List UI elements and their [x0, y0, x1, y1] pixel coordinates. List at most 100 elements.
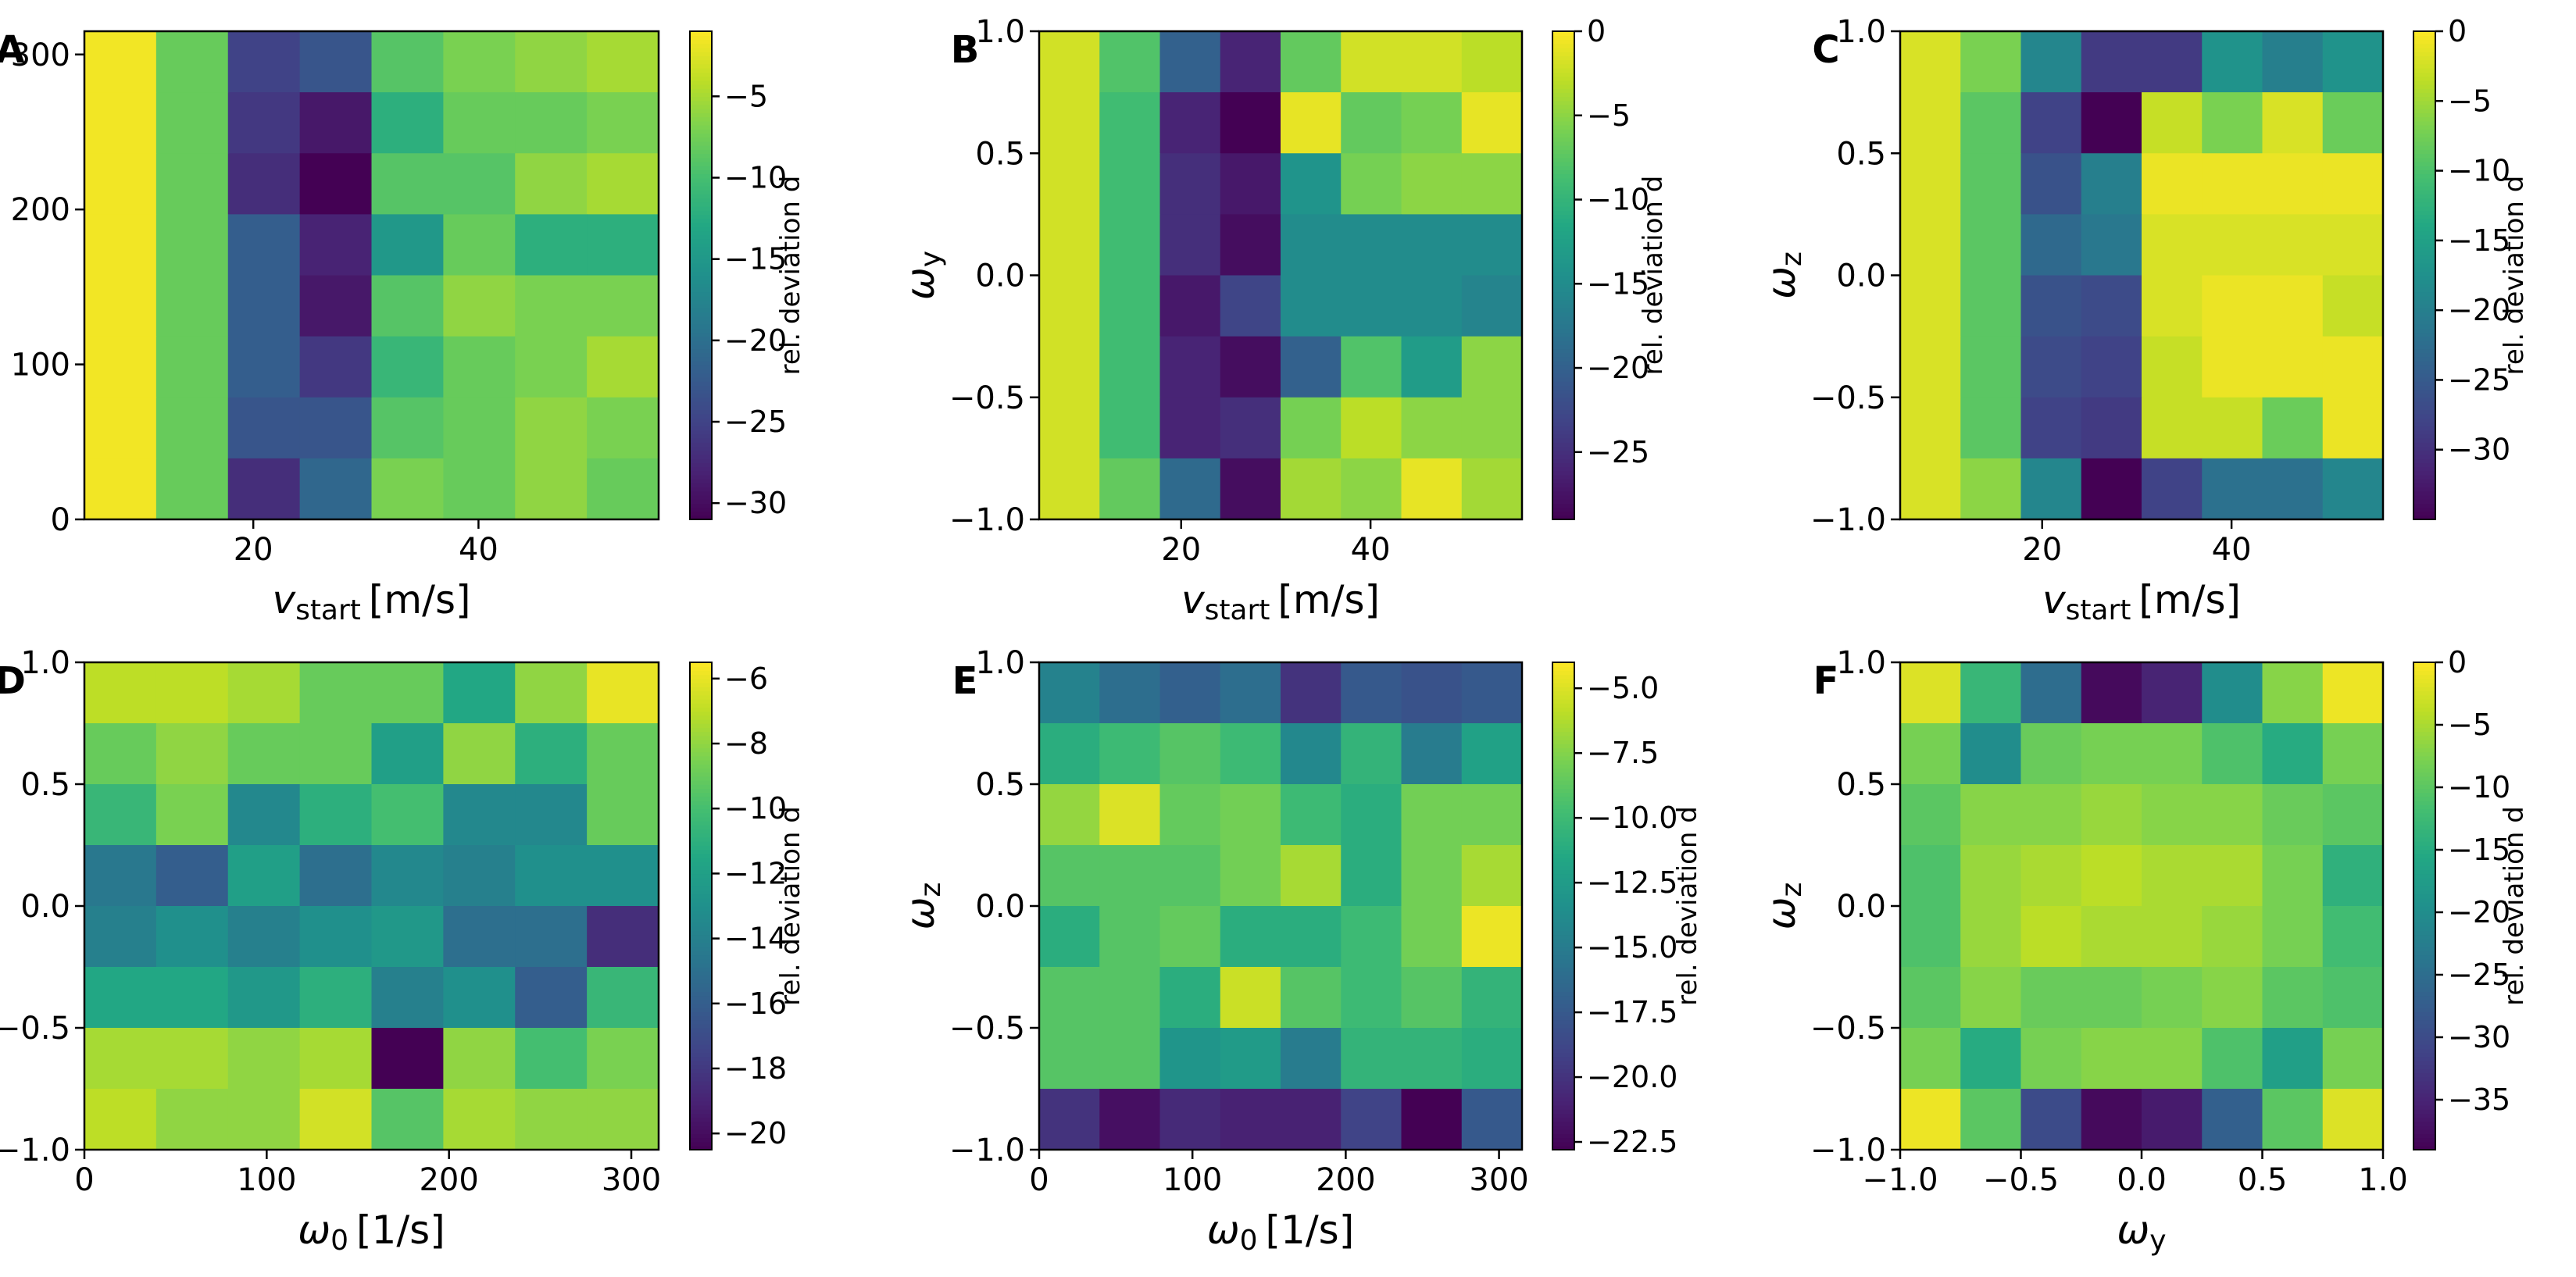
colorbar-step [2413, 670, 2435, 676]
colorbar-step [1552, 958, 1574, 964]
colorbar-step [2413, 259, 2435, 264]
heatmap-cell [2322, 92, 2384, 154]
heatmap-cell [155, 1089, 229, 1150]
colorbar-step [2413, 922, 2435, 927]
heatmap-cell [2262, 92, 2324, 154]
heatmap-cell [2020, 336, 2082, 398]
x-tick-label: 1.0 [2358, 1162, 2408, 1198]
colorbar-step [1552, 55, 1574, 61]
heatmap-cell [1220, 662, 1281, 724]
colorbar-tick-label: −30 [724, 486, 787, 520]
heatmap-cell [1341, 1089, 1402, 1150]
colorbar-step [1552, 1072, 1574, 1078]
heatmap-cell [1461, 397, 1523, 459]
colorbar-frame [1552, 662, 1575, 1150]
heatmap-cell [1099, 906, 1161, 968]
heatmap-cell [515, 336, 588, 398]
heatmap-cell [515, 92, 588, 154]
colorbar-step [1552, 764, 1574, 769]
colorbar-step [1552, 96, 1574, 102]
y-tick-label: 0.5 [1836, 767, 1886, 803]
colorbar-step [2413, 1093, 2435, 1098]
x-tick-label: 20 [1161, 532, 1201, 568]
heatmap-cell [2322, 967, 2384, 1029]
colorbar-step [2413, 1064, 2435, 1069]
colorbar-step [2413, 380, 2435, 386]
heatmap-cell [1159, 845, 1221, 907]
colorbar-step [2413, 942, 2435, 947]
colorbar-step [1552, 934, 1574, 940]
heatmap-cell [1159, 92, 1221, 154]
colorbar-step [690, 804, 712, 809]
colorbar-step [1552, 926, 1574, 931]
colorbar: −5.0 −7.5 −10.0 −12.5 −15.0 −17.5 −20.0 −22.5 re… [1552, 662, 1703, 1159]
colorbar-step [1552, 1028, 1574, 1033]
heatmap-cell [1220, 31, 1281, 93]
heatmap-cell [371, 153, 444, 215]
colorbar-step [2413, 401, 2435, 406]
colorbar-step [2413, 185, 2435, 191]
colorbar-step [690, 205, 712, 211]
colorbar-step [690, 59, 712, 65]
heatmap-cell [1039, 906, 1100, 968]
colorbar-step [2413, 430, 2435, 435]
colorbar-step [1552, 971, 1574, 976]
colorbar-step [690, 1089, 712, 1093]
heatmap-cell [84, 662, 157, 724]
heatmap-cell [1341, 336, 1402, 398]
colorbar-step [1552, 470, 1574, 476]
heatmap-cell [515, 967, 588, 1029]
colorbar-step [1552, 820, 1574, 826]
x-tick-label: 20 [2022, 532, 2062, 568]
colorbar: 0 −5 −10 −15 −20 −25 −30 −35 rel. deviation d [2413, 645, 2530, 1150]
heatmap-cell [2262, 845, 2324, 907]
colorbar-step [690, 222, 712, 227]
colorbar-step [1552, 287, 1574, 293]
colorbar-step [1552, 703, 1574, 708]
heatmap-cell [1461, 275, 1523, 337]
colorbar-step [1552, 711, 1574, 716]
heatmap-cell [587, 1028, 659, 1090]
panel-letter: F [1813, 659, 1839, 703]
heatmap-cell [1401, 906, 1463, 968]
colorbar-step [690, 487, 712, 492]
colorbar-step [2413, 222, 2435, 227]
colorbar-step [1552, 303, 1574, 309]
heatmap-cell [443, 1089, 516, 1150]
y-tick-label: −0.5 [0, 1011, 70, 1047]
colorbar-step [690, 462, 712, 468]
colorbar-step [2413, 279, 2435, 284]
colorbar-step [1552, 259, 1574, 264]
heatmap-cell [227, 906, 301, 968]
colorbar-step [2413, 498, 2435, 504]
heatmap-cell [2142, 31, 2203, 93]
colorbar-step [1552, 857, 1574, 862]
heatmap-cell [587, 784, 659, 846]
colorbar-step [1552, 112, 1574, 118]
heatmap-cell [1099, 214, 1161, 276]
colorbar-step [2413, 910, 2435, 915]
heatmap-cell [371, 723, 444, 785]
colorbar-step [690, 816, 712, 822]
colorbar-step [1552, 707, 1574, 712]
heatmap-cell [1900, 153, 1961, 215]
colorbar-step [2413, 503, 2435, 508]
colorbar-step [690, 690, 712, 696]
heatmap-cell [371, 662, 444, 724]
colorbar-step [2413, 792, 2435, 797]
colorbar-step [690, 678, 712, 683]
colorbar-step [2413, 816, 2435, 822]
heatmap-cell [1960, 1028, 2022, 1090]
colorbar-step [2413, 894, 2435, 899]
heatmap-cell [1099, 275, 1161, 337]
colorbar: −6 −8 −10 −12 −14 −16 −18 −20 rel. deviation d [689, 662, 806, 1150]
colorbar-step [690, 312, 712, 317]
heatmap-cell [1900, 1028, 1961, 1090]
colorbar-step [1552, 836, 1574, 842]
heatmap-cell [1341, 275, 1402, 337]
colorbar-step [1552, 393, 1574, 398]
heatmap-cell [1900, 723, 1961, 785]
colorbar-step [690, 674, 712, 680]
colorbar-step [1552, 291, 1574, 297]
heatmap-cell [2262, 906, 2324, 968]
